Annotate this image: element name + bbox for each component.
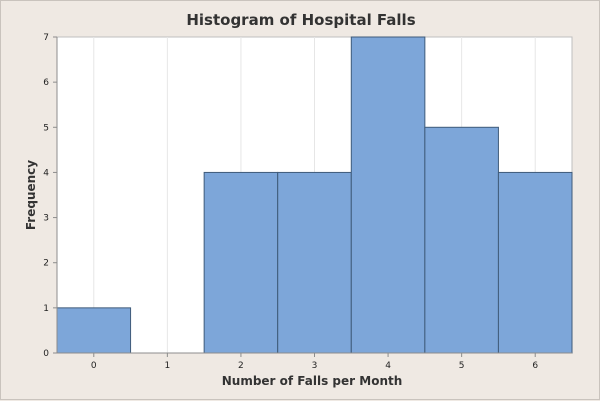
- y-tick-label: 1: [43, 304, 49, 314]
- x-tick-label: 5: [459, 361, 465, 371]
- histogram-bar: [350, 36, 426, 354]
- x-tick-label: 3: [312, 361, 318, 371]
- histogram-bar: [56, 307, 132, 354]
- bars: [56, 36, 573, 354]
- x-axis-label: Number of Falls per Month: [222, 374, 403, 388]
- x-tick-label: 2: [238, 361, 244, 371]
- y-tick-label: 7: [43, 33, 49, 43]
- y-tick-label: 4: [43, 168, 49, 178]
- y-tick-label: 2: [43, 259, 49, 269]
- histogram-bar: [497, 171, 573, 354]
- y-axis-ticks: 0 1 2 3 4 5 6 7: [43, 33, 57, 359]
- histogram-bar: [277, 171, 352, 354]
- x-tick-label: 6: [532, 361, 538, 371]
- y-tick-label: 3: [43, 214, 49, 224]
- chart-title: Histogram of Hospital Falls: [186, 11, 415, 29]
- y-tick-label: 5: [43, 123, 49, 133]
- histogram-bar: [203, 171, 279, 354]
- y-tick-label: 6: [43, 78, 49, 88]
- y-tick-label: 0: [43, 349, 49, 359]
- x-axis-ticks: 0 1 2 3 4 5 6: [91, 353, 538, 371]
- x-tick-label: 4: [385, 361, 391, 371]
- x-tick-label: 0: [91, 361, 97, 371]
- x-tick-label: 1: [164, 361, 170, 371]
- y-axis-label: Frequency: [24, 160, 38, 230]
- histogram-bar: [424, 126, 499, 354]
